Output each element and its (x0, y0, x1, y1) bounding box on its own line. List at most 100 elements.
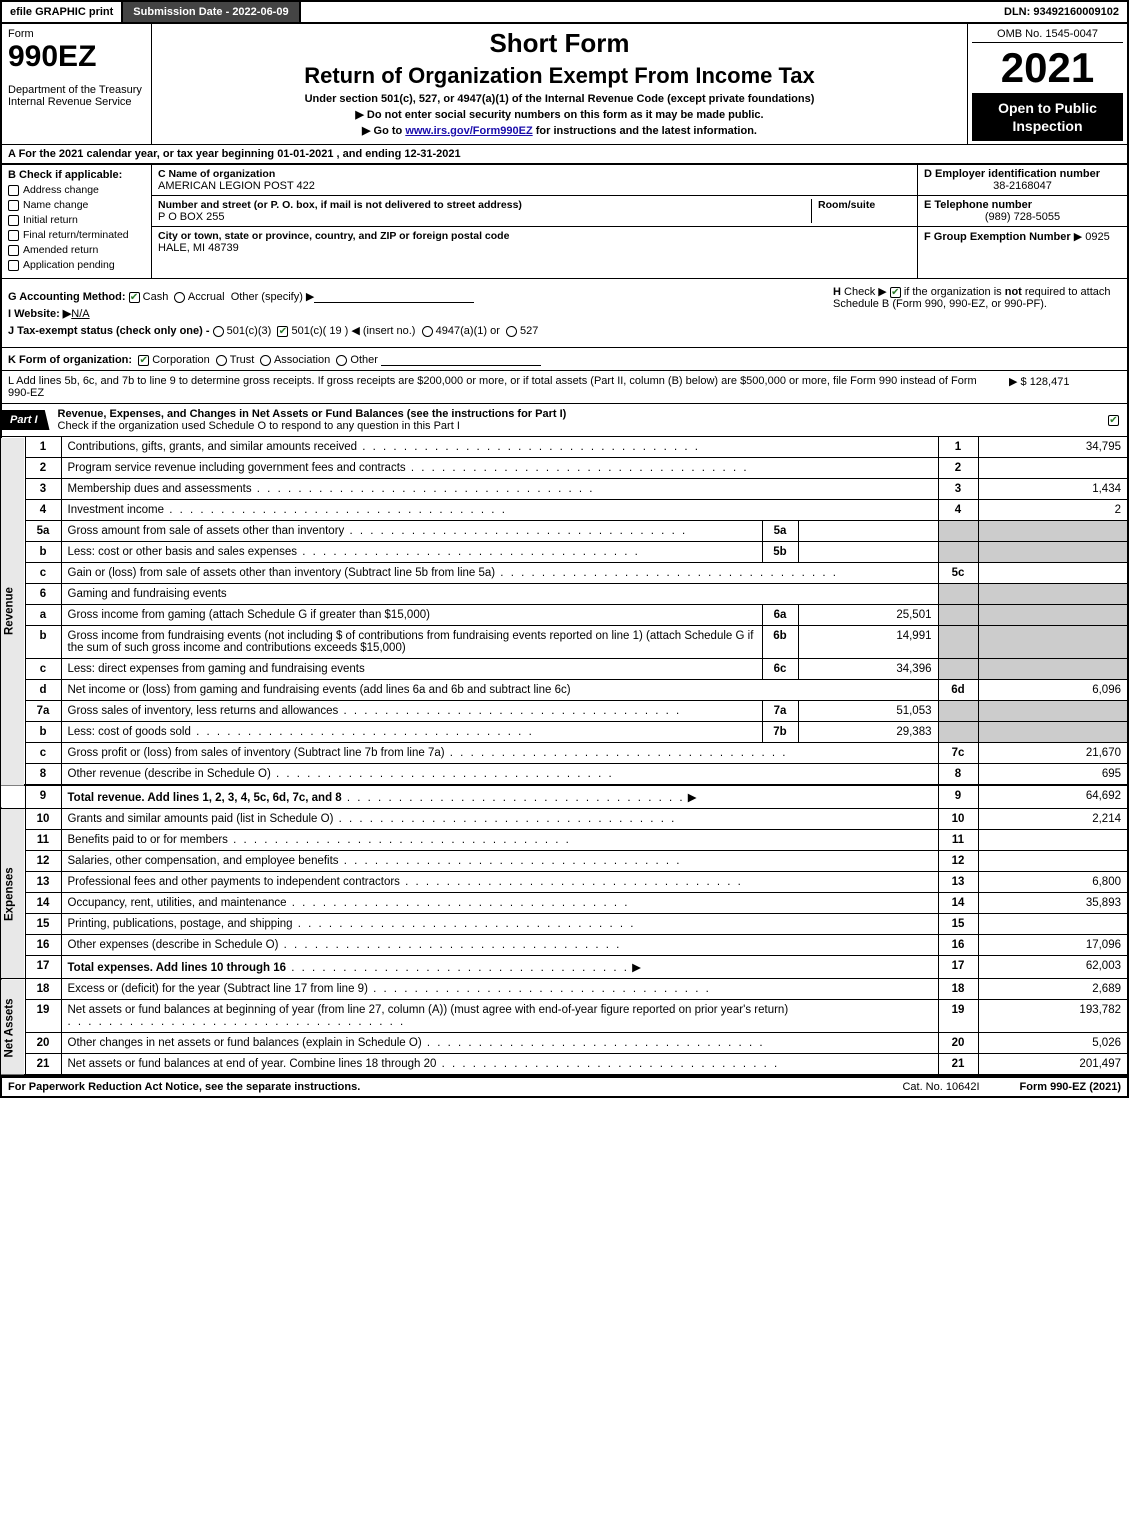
val-20: 5,026 (978, 1033, 1128, 1054)
checkbox-pending[interactable] (8, 260, 19, 271)
val-12 (978, 851, 1128, 872)
line-21-text: Net assets or fund balances at end of ye… (68, 1058, 437, 1070)
checkbox-initial-return[interactable] (8, 215, 19, 226)
box-6d: 6d (938, 680, 978, 701)
line-6a-num: a (25, 605, 61, 626)
b-item-5: Application pending (23, 259, 115, 271)
line-8-text: Other revenue (describe in Schedule O) (68, 768, 271, 780)
box-6-shade (938, 584, 978, 605)
line-5c-text: Gain or (loss) from sale of assets other… (68, 567, 496, 579)
line-1-text: Contributions, gifts, grants, and simila… (68, 441, 358, 453)
radio-trust[interactable] (216, 355, 227, 366)
c-street-label: Number and street (or P. O. box, if mail… (158, 199, 811, 211)
department: Department of the Treasury Internal Reve… (8, 84, 145, 108)
line-3-text: Membership dues and assessments (68, 483, 252, 495)
radio-501c3[interactable] (213, 326, 224, 337)
line-17-num: 17 (25, 956, 61, 979)
radio-association[interactable] (260, 355, 271, 366)
line-9-num: 9 (25, 785, 61, 809)
col-b: B Check if applicable: Address change Na… (2, 165, 152, 278)
val-4: 2 (978, 500, 1128, 521)
form-number: 990EZ (8, 40, 145, 74)
mval-6b: 14,991 (798, 626, 938, 659)
box-17: 17 (938, 956, 978, 979)
irs-link[interactable]: www.irs.gov/Form990EZ (405, 125, 532, 137)
part-i-title: Revenue, Expenses, and Changes in Net As… (50, 404, 1100, 436)
line-7a-text: Gross sales of inventory, less returns a… (68, 705, 339, 717)
line-2-num: 2 (25, 458, 61, 479)
val-10: 2,214 (978, 809, 1128, 830)
val-17: 62,003 (978, 956, 1128, 979)
radio-4947[interactable] (422, 326, 433, 337)
line-10-text: Grants and similar amounts paid (list in… (68, 813, 334, 825)
line-15-num: 15 (25, 914, 61, 935)
mini-5b: 5b (762, 542, 798, 563)
box-19: 19 (938, 1000, 978, 1033)
box-5c: 5c (938, 563, 978, 584)
row-k: K Form of organization: Corporation Trus… (0, 348, 1129, 371)
goto-line: ▶ Go to www.irs.gov/Form990EZ for instru… (158, 124, 961, 137)
row-a-tax-year: A For the 2021 calendar year, or tax yea… (0, 144, 1129, 165)
i-website-line: I Website: ▶N/A (8, 307, 821, 320)
ssn-warning: ▶ Do not enter social security numbers o… (158, 108, 961, 121)
mval-5b (798, 542, 938, 563)
box-8: 8 (938, 764, 978, 786)
box-13: 13 (938, 872, 978, 893)
lines-table: Revenue 1 Contributions, gifts, grants, … (0, 437, 1129, 1076)
box-18: 18 (938, 979, 978, 1000)
radio-accrual[interactable] (174, 292, 185, 303)
checkbox-h[interactable] (890, 287, 901, 298)
radio-527[interactable] (506, 326, 517, 337)
tax-year: 2021 (972, 43, 1123, 93)
box-7a-shade (938, 701, 978, 722)
box-4: 4 (938, 500, 978, 521)
l-text: L Add lines 5b, 6c, and 7b to line 9 to … (8, 375, 1001, 399)
l-value: ▶ $ 128,471 (1001, 375, 1121, 399)
line-18-num: 18 (25, 979, 61, 1000)
radio-other[interactable] (336, 355, 347, 366)
box-20: 20 (938, 1033, 978, 1054)
checkbox-address-change[interactable] (8, 185, 19, 196)
val-5c (978, 563, 1128, 584)
box-10: 10 (938, 809, 978, 830)
line-5a-num: 5a (25, 521, 61, 542)
other-specify-field[interactable] (314, 289, 474, 303)
top-bar: efile GRAPHIC print Submission Date - 20… (0, 0, 1129, 24)
line-6c-num: c (25, 659, 61, 680)
box-15: 15 (938, 914, 978, 935)
k-other-field[interactable] (381, 352, 541, 366)
val-7c: 21,670 (978, 743, 1128, 764)
line-9-text: Total revenue. Add lines 1, 2, 3, 4, 5c,… (68, 792, 342, 804)
tel-label: E Telephone number (924, 199, 1121, 211)
line-6-text: Gaming and fundraising events (61, 584, 938, 605)
val-2 (978, 458, 1128, 479)
checkbox-amended[interactable] (8, 245, 19, 256)
line-15-text: Printing, publications, postage, and shi… (68, 918, 293, 930)
checkbox-final-return[interactable] (8, 230, 19, 241)
k-other: Other (350, 354, 378, 366)
h-text: H Check ▶ if the organization is not req… (833, 286, 1111, 310)
short-form-title: Short Form (158, 28, 961, 59)
line-8-num: 8 (25, 764, 61, 786)
k-trust: Trust (230, 354, 255, 366)
val-5a-shade (978, 521, 1128, 542)
val-15 (978, 914, 1128, 935)
j-d: 527 (520, 325, 538, 337)
checkbox-name-change[interactable] (8, 200, 19, 211)
line-16-num: 16 (25, 935, 61, 956)
checkbox-corporation[interactable] (138, 355, 149, 366)
k-assoc: Association (274, 354, 330, 366)
line-3-num: 3 (25, 479, 61, 500)
c-name-label: C Name of organization (158, 168, 911, 180)
checkbox-cash[interactable] (129, 292, 140, 303)
line-14-text: Occupancy, rent, utilities, and maintena… (68, 897, 287, 909)
val-14: 35,893 (978, 893, 1128, 914)
line-4-num: 4 (25, 500, 61, 521)
col-c: C Name of organization AMERICAN LEGION P… (152, 165, 917, 278)
part-i-sub: Check if the organization used Schedule … (58, 420, 460, 432)
val-11 (978, 830, 1128, 851)
checkbox-501c[interactable] (277, 326, 288, 337)
line-13-text: Professional fees and other payments to … (68, 876, 400, 888)
checkbox-schedule-o[interactable] (1108, 415, 1119, 426)
efile-print-label[interactable]: efile GRAPHIC print (2, 2, 123, 22)
